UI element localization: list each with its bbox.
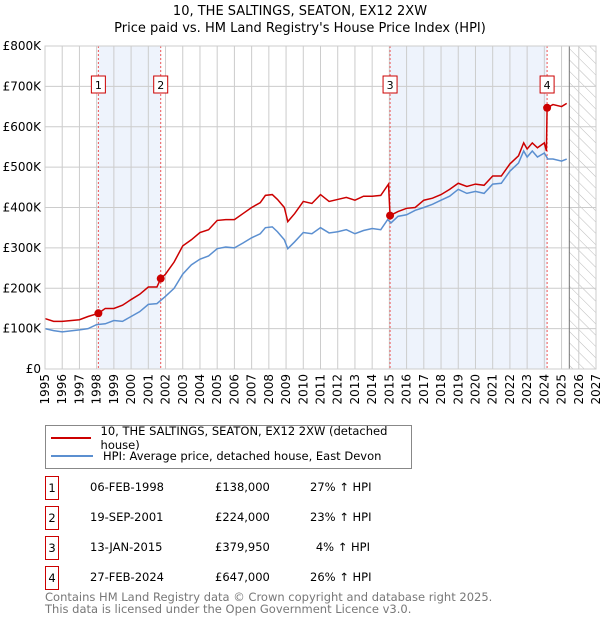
sale-price: £379,950	[215, 540, 270, 554]
x-tick-label: 2016	[400, 374, 414, 405]
sale-point	[156, 274, 165, 283]
y-tick-label: £200K	[3, 281, 43, 295]
x-tick-label: 2026	[572, 374, 586, 405]
sale-price: £138,000	[215, 480, 270, 494]
sale-number: 3	[45, 536, 59, 560]
sale-label: 3	[387, 79, 394, 92]
x-tick-label: 2024	[537, 374, 551, 405]
price-paid-line	[44, 102, 568, 323]
sale-number: 4	[45, 566, 59, 590]
legend-blue-swatch	[51, 455, 93, 457]
y-tick-label: £0	[26, 362, 41, 376]
sale-point	[386, 211, 395, 220]
sale-hpi-diff: 27% ↑ HPI	[310, 480, 372, 494]
sale-point	[94, 309, 103, 318]
x-tick-label: 2020	[468, 374, 482, 405]
sale-price: £224,000	[215, 510, 270, 524]
x-tick-label: 2008	[262, 374, 276, 405]
plot-area: 1995 1996 1997 1998 1999 2000 2001 2002 2003 2004…	[3, 39, 600, 405]
x-tick-label: 2014	[365, 374, 379, 405]
footer-line-2: This data is licensed under the Open Gov…	[45, 602, 412, 616]
x-tick-label: 1997	[72, 374, 86, 405]
y-tick-label: £400K	[3, 201, 43, 215]
sale-hpi-diff: 4% ↑ HPI	[315, 540, 370, 554]
x-tick-label: 2015	[382, 374, 396, 405]
legend-blue-label: HPI: Average price, detached house, East…	[103, 449, 382, 463]
sale-number: 2	[45, 506, 59, 530]
y-tick-label: £700K	[3, 79, 43, 93]
x-tick-label: 2017	[417, 374, 431, 405]
footer-line-1: Contains HM Land Registry data © Crown c…	[45, 590, 493, 604]
sale-date: 13-JAN-2015	[90, 540, 163, 554]
sale-number: 1	[45, 476, 59, 500]
x-tick-label: 1999	[107, 374, 121, 405]
sale-date: 06-FEB-1998	[90, 480, 164, 494]
x-tick-label: 2022	[503, 374, 517, 405]
x-tick-label: 2013	[348, 374, 362, 405]
x-tick-label: 2010	[296, 374, 310, 405]
x-tick-label: 1998	[90, 374, 104, 405]
sale-label-box	[153, 75, 169, 94]
sale-label: 1	[95, 79, 102, 92]
x-tick-label: 2018	[434, 374, 448, 405]
sale-label: 2	[157, 79, 164, 92]
x-tick-label: 2023	[520, 374, 534, 405]
x-tick-label: 2011	[314, 374, 328, 405]
sale-hpi-diff: 23% ↑ HPI	[310, 510, 372, 524]
y-tick-label: £100K	[3, 322, 43, 336]
x-tick-label: 2019	[451, 374, 465, 405]
sale-point	[543, 103, 552, 112]
legend-red-label: 10, THE SALTINGS, SEATON, EX12 2XW (deta…	[100, 424, 388, 452]
sale-label-box	[539, 75, 555, 94]
x-tick-label: 1995	[38, 374, 52, 405]
y-tick-label: £600K	[3, 120, 43, 134]
x-tick-label: 2007	[245, 374, 259, 405]
x-tick-label: 2012	[331, 374, 345, 405]
y-tick-label: £500K	[3, 160, 43, 174]
chart-subtitle: Price paid vs. HM Land Registry's House …	[114, 21, 486, 36]
chart-title: 10, THE SALTINGS, SEATON, EX12 2XW	[172, 4, 428, 19]
x-tick-label: 1996	[55, 374, 69, 405]
footer: Contains HM Land Registry data © Crown c…	[45, 591, 492, 615]
x-tick-label: 2025	[555, 374, 569, 405]
legend-red-swatch	[51, 437, 91, 439]
x-tick-label: 2000	[124, 374, 138, 405]
sale-hpi-diff: 26% ↑ HPI	[310, 570, 372, 584]
sale-date: 19-SEP-2001	[90, 510, 164, 524]
x-tick-label: 2002	[159, 374, 173, 405]
legend: 10, THE SALTINGS, SEATON, EX12 2XW (deta…	[45, 424, 412, 469]
y-tick-label: £300K	[3, 241, 43, 255]
sale-label: 4	[544, 79, 551, 92]
x-tick-label: 2009	[279, 374, 293, 405]
sale-price: £647,000	[215, 570, 270, 584]
sale-date: 27-FEB-2024	[90, 570, 164, 584]
hpi-line	[44, 149, 568, 333]
y-tick-label: £800K	[3, 39, 43, 53]
x-tick-label: 2001	[141, 374, 155, 405]
x-tick-label: 2027	[589, 374, 600, 405]
x-tick-label: 2006	[227, 374, 241, 405]
x-tick-label: 2004	[193, 374, 207, 405]
x-tick-label: 2021	[486, 374, 500, 405]
plot-border	[44, 45, 597, 370]
x-tick-label: 2003	[176, 374, 190, 405]
x-tick-label: 2005	[210, 374, 224, 405]
sale-label-box	[382, 75, 398, 94]
sale-label-box	[90, 75, 106, 94]
